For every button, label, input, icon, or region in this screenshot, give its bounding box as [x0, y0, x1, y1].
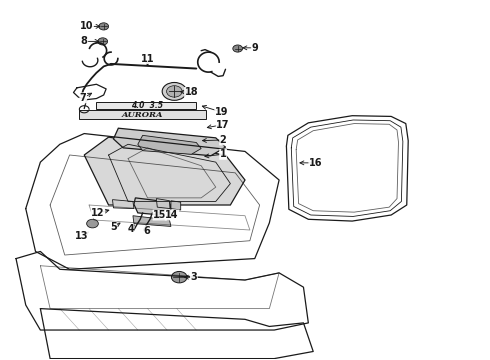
Circle shape [233, 45, 243, 52]
Text: 1: 1 [220, 149, 226, 159]
Polygon shape [134, 198, 171, 216]
Polygon shape [156, 199, 170, 208]
Text: 14: 14 [165, 210, 179, 220]
Circle shape [99, 23, 109, 30]
Text: 11: 11 [141, 54, 154, 64]
Text: 19: 19 [215, 107, 228, 117]
Polygon shape [138, 135, 201, 154]
Polygon shape [171, 201, 181, 210]
Polygon shape [79, 111, 206, 118]
Text: 7: 7 [80, 93, 87, 103]
Text: 3: 3 [191, 272, 197, 282]
Circle shape [87, 219, 98, 228]
Text: 12: 12 [91, 208, 104, 218]
Circle shape [98, 38, 108, 45]
Text: 2: 2 [220, 135, 226, 145]
Circle shape [167, 86, 182, 97]
Text: 16: 16 [309, 158, 322, 168]
Text: 18: 18 [185, 87, 198, 98]
Polygon shape [113, 200, 134, 208]
Text: 13: 13 [75, 231, 89, 242]
Polygon shape [114, 128, 225, 156]
Polygon shape [133, 216, 171, 226]
Text: AURORA: AURORA [122, 111, 164, 119]
Polygon shape [97, 102, 196, 109]
Text: 5: 5 [110, 222, 117, 232]
Text: 17: 17 [216, 120, 230, 130]
Text: 9: 9 [251, 43, 258, 53]
Circle shape [172, 271, 187, 283]
Polygon shape [84, 137, 245, 205]
Text: 15: 15 [153, 210, 167, 220]
Text: 8: 8 [81, 36, 88, 46]
Text: 10: 10 [80, 21, 94, 31]
Circle shape [162, 82, 187, 100]
Text: 4: 4 [127, 224, 134, 234]
Text: 4.0  3.5: 4.0 3.5 [130, 101, 163, 110]
Text: 6: 6 [143, 226, 150, 236]
